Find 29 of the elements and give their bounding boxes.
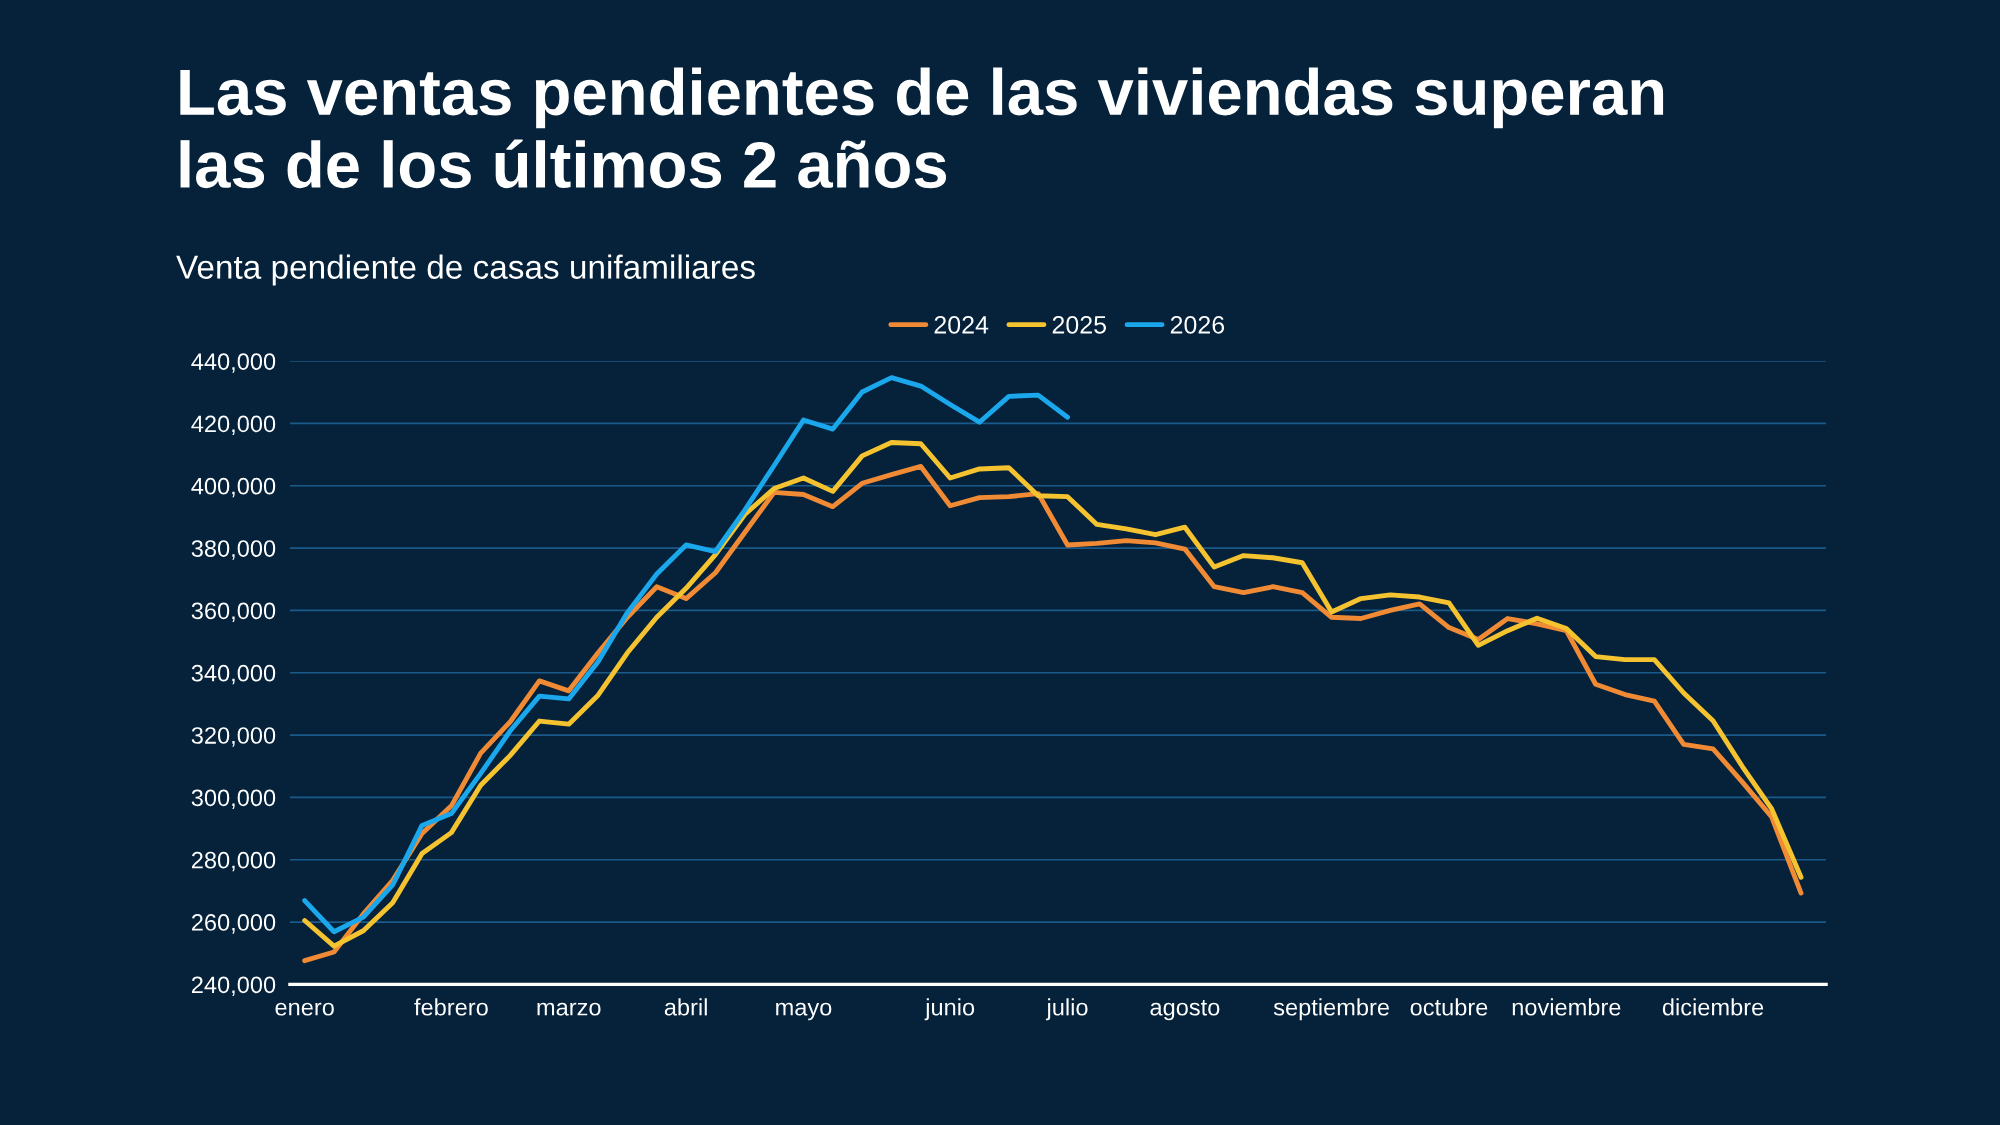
y-tick-label: 240,000 <box>191 976 276 996</box>
y-tick-label: 380,000 <box>191 540 276 560</box>
legend-label: 2025 <box>1052 315 1107 334</box>
legend-label: 2024 <box>934 315 989 334</box>
y-tick-label: 420,000 <box>191 415 276 436</box>
x-tick-label: marzo <box>537 1002 601 1016</box>
x-tick-label: mayo <box>776 1002 832 1021</box>
x-tick-label: octubre <box>1410 998 1488 1016</box>
y-tick-label: 260,000 <box>191 914 276 934</box>
chart-title: Las ventas pendientes de las viviendas superan las de los últimos 2 años <box>180 67 1664 189</box>
y-tick-label: 400,000 <box>191 477 276 498</box>
chart-subtitle: Venta pendiente de casas unifamiliares <box>176 254 755 286</box>
y-tick-label: 280,000 <box>191 851 276 872</box>
x-tick-label: agosto <box>1150 1000 1220 1021</box>
x-tick-label: junio <box>924 998 975 1021</box>
x-tick-label: noviembre <box>1512 998 1621 1016</box>
x-tick-label: enero <box>275 1002 334 1016</box>
x-tick-label: septiembre <box>1273 998 1389 1021</box>
y-tick-label: 300,000 <box>191 789 276 809</box>
line-series <box>302 375 1070 935</box>
x-tick-label: abril <box>664 998 707 1016</box>
x-tick-label: febrero <box>414 998 488 1016</box>
y-tick-label: 320,000 <box>191 727 276 747</box>
y-tick-label: 360,000 <box>191 602 276 622</box>
x-tick-label: diciembre <box>1662 998 1764 1016</box>
y-tick-label: 440,000 <box>191 353 276 373</box>
legend-label: 2026 <box>1170 315 1225 334</box>
y-tick-label: 340,000 <box>191 664 276 685</box>
x-tick-label: julio <box>1045 998 1088 1021</box>
